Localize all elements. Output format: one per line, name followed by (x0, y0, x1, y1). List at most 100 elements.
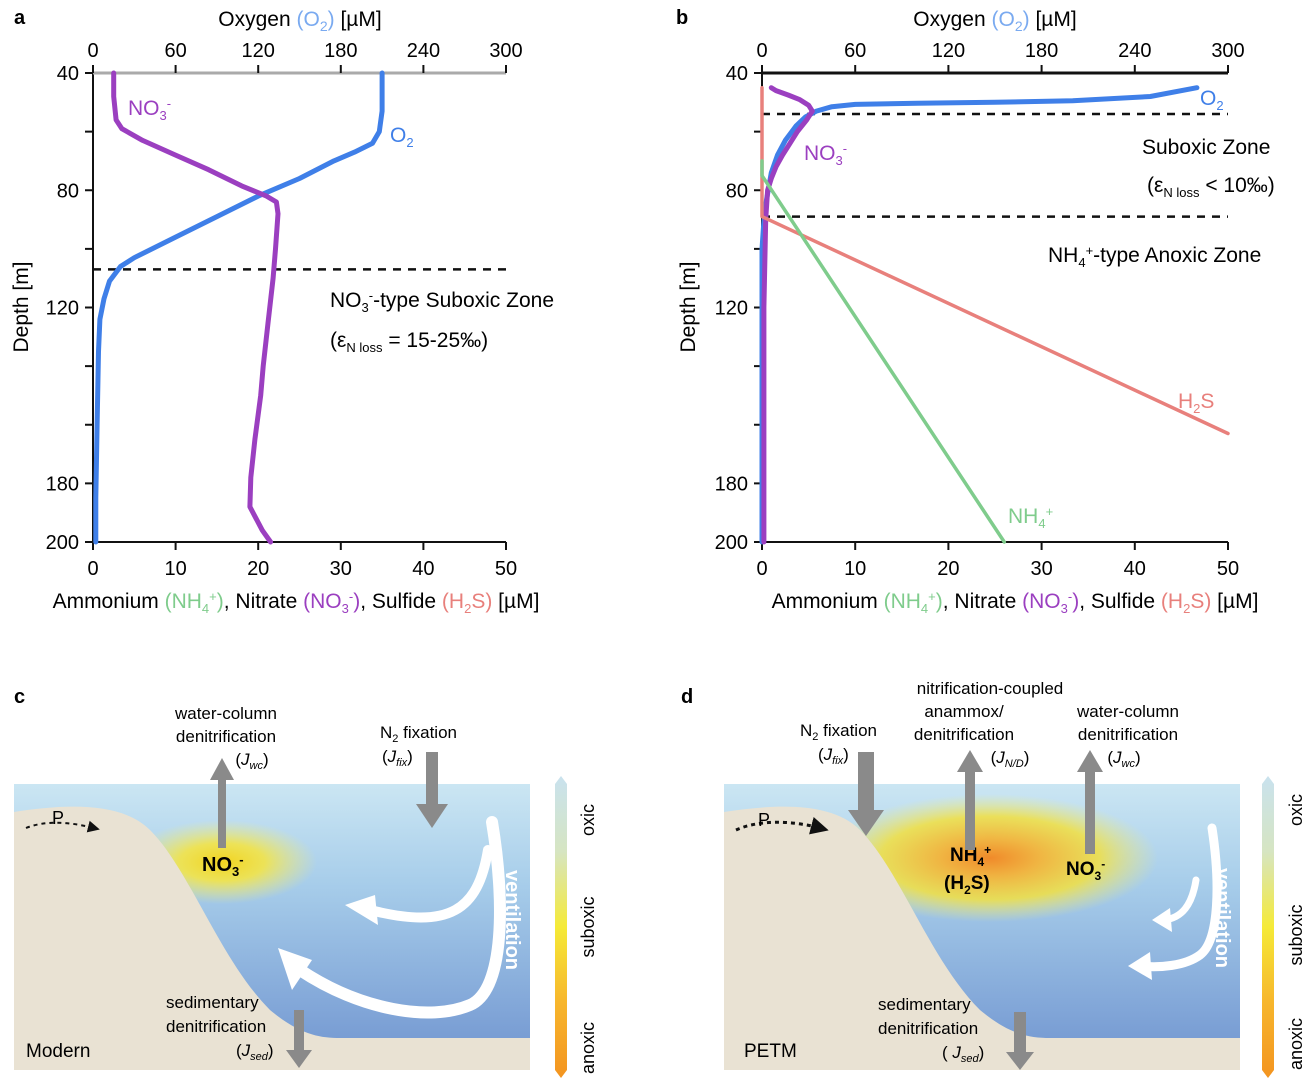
panel-d: d ventilation P NH4+ (H2S) NO3- N2 fixat… (681, 679, 1240, 1070)
series-label-o2-b: O2 (1200, 87, 1224, 113)
wc-denit-arrow-shaft-d (1085, 770, 1095, 854)
series-b (759, 85, 1230, 545)
sed-denit-line1-d: sedimentary (878, 995, 971, 1014)
sed-denit-line3-d: ( Jsed) (942, 1043, 984, 1065)
ventilation-arrow-lower-d (1135, 823, 1222, 972)
bottom-tick-label-a: 0 (87, 558, 98, 580)
zone-label-suboxic-b: Suboxic Zone (1142, 136, 1270, 159)
top-tick-label-b: 0 (756, 40, 767, 62)
series-line-no3-a (111, 70, 281, 545)
colorbar-c (555, 776, 567, 1078)
series-line-h2s-b (760, 85, 1230, 436)
ventilation-arrow-upper-c (365, 845, 493, 923)
sed-denit-line3-c: (Jsed) (236, 1041, 274, 1063)
ventilation-arrowhead-upper-c (345, 895, 378, 925)
bottom-tick-label-a: 30 (330, 558, 352, 580)
wc-denit-line1-d: water-column (1076, 702, 1179, 721)
nh4-label-d: NH4+ (950, 843, 991, 869)
sed-denit-arrowhead-d (1006, 1052, 1034, 1070)
zone-epsilon-a: (εN loss = 15-25‰) (330, 329, 488, 355)
panel-b: b Oxygen (O2) [µM] Depth [m] Ammonium (N… (676, 7, 1275, 616)
bottom-axis-label-a: Ammonium (NH4+), Nitrate (NO3-), Sulfide… (53, 589, 540, 616)
series-label-h2s-b: H2S (1178, 390, 1214, 416)
wc-denit-line1-c: water-column (174, 704, 277, 723)
series-line-nh4-b (760, 159, 1007, 544)
n2fix-arrow-shaft-c (426, 752, 438, 806)
bottom-tick-label-b: 20 (937, 558, 959, 580)
depth-axis-label-a: Depth [m] (10, 261, 33, 352)
ventilation-label-c: ventilation (501, 870, 523, 970)
bottom-tick-label-b: 40 (1124, 558, 1146, 580)
top-axis-label-b: Oxygen (O2) [µM] (913, 8, 1076, 34)
nitr-line2-d: anammox/ (924, 702, 1004, 721)
y-tick-label-b: 200 (715, 532, 748, 554)
bottom-axis-label-b: Ammonium (NH4+), Nitrate (NO3-), Sulfide… (772, 589, 1259, 616)
bottom-tick-label-b: 0 (756, 558, 767, 580)
p-label-d: P (758, 810, 770, 830)
colorbar-suboxic-d: suboxic (1286, 904, 1306, 965)
bottom-tick-label-b: 10 (844, 558, 866, 580)
bottom-tick-label-b: 50 (1217, 558, 1239, 580)
top-tick-label-b: 240 (1118, 40, 1151, 62)
p-arrow-c (25, 820, 100, 833)
sed-denit-arrow-shaft-c (294, 1010, 304, 1054)
n2fix-line1-c: N2 fixation (380, 723, 457, 745)
wc-denit-arrow-shaft-c (218, 778, 226, 848)
bottom-tick-label-a: 20 (247, 558, 269, 580)
top-tick-label-a: 120 (242, 40, 275, 62)
series-line-o2-a (93, 70, 385, 545)
nd-arrow-shaft-d (965, 770, 975, 850)
ventilation-arrowhead-lower-d (1128, 952, 1152, 980)
wc-denit-arrowhead-c (210, 758, 234, 780)
sed-denit-line2-c: denitrification (166, 1017, 266, 1036)
top-tick-label-a: 0 (87, 40, 98, 62)
wc-denit-line3-d: (Jwc) (1107, 748, 1140, 770)
panel-c: c ventilation P NO3- water-column denitr… (14, 686, 530, 1070)
panel-letter-a: a (14, 7, 26, 29)
ventilation-label-d: ventilation (1211, 868, 1233, 968)
series-label-nh4-b: NH4+ (1008, 504, 1053, 531)
no3-label-c: NO3- (202, 852, 244, 879)
nd-arrowhead-d (957, 750, 983, 772)
n2fix-line1-d: N2 fixation (800, 721, 877, 743)
era-label-c: Modern (26, 1041, 90, 1062)
colorbar-oxic-d: oxic (1286, 794, 1306, 826)
top-axis-label-a: Oxygen (O2) [µM] (218, 8, 381, 34)
panel-letter-b: b (676, 7, 688, 29)
wc-denit-line2-c: denitrification (176, 727, 276, 746)
colorbar-anoxic-c: anoxic (578, 1022, 598, 1074)
p-arrow-d (735, 816, 829, 835)
top-tick-label-a: 240 (407, 40, 440, 62)
nitr-line1-d: nitrification-coupled (917, 679, 1063, 698)
sed-denit-line1-c: sedimentary (166, 993, 259, 1012)
n2fix-arrowhead-d (848, 810, 884, 836)
wc-denit-arrowhead-d (1077, 750, 1103, 772)
y-tick-label-b: 180 (715, 473, 748, 495)
colorbar-d (1262, 776, 1274, 1078)
n2fix-line2-d: (Jfix) (818, 745, 849, 767)
colorbar-oxic-c: oxic (578, 804, 598, 836)
top-tick-label-a: 180 (324, 40, 357, 62)
n2fix-arrow-shaft-d (858, 752, 874, 812)
series-a (93, 70, 385, 545)
y-tick-label-a: 180 (46, 473, 79, 495)
sed-denit-line2-d: denitrification (878, 1019, 978, 1038)
zone-epsilon-b: (εN loss < 10‰) (1147, 174, 1275, 200)
sediment-d (724, 806, 1240, 1070)
depth-axis-label-b: Depth [m] (677, 261, 700, 352)
top-tick-label-a: 300 (489, 40, 522, 62)
nitr-line3-d: denitrification (914, 725, 1014, 744)
y-tick-label-b: 40 (726, 63, 748, 85)
colorbar-suboxic-c: suboxic (578, 896, 598, 957)
bottom-tick-label-a: 10 (164, 558, 186, 580)
panel-letter-d: d (681, 686, 693, 708)
series-label-no3-a: NO3- (128, 96, 171, 123)
y-tick-label-b: 80 (726, 180, 748, 202)
bottom-tick-label-a: 50 (495, 558, 517, 580)
y-tick-label-a: 40 (57, 63, 79, 85)
wc-denit-line3-c: (Jwc) (235, 750, 268, 772)
series-label-no3-b: NO3- (804, 141, 847, 168)
top-tick-label-a: 60 (164, 40, 186, 62)
n2fix-arrowhead-c (416, 804, 448, 828)
top-tick-label-b: 120 (932, 40, 965, 62)
